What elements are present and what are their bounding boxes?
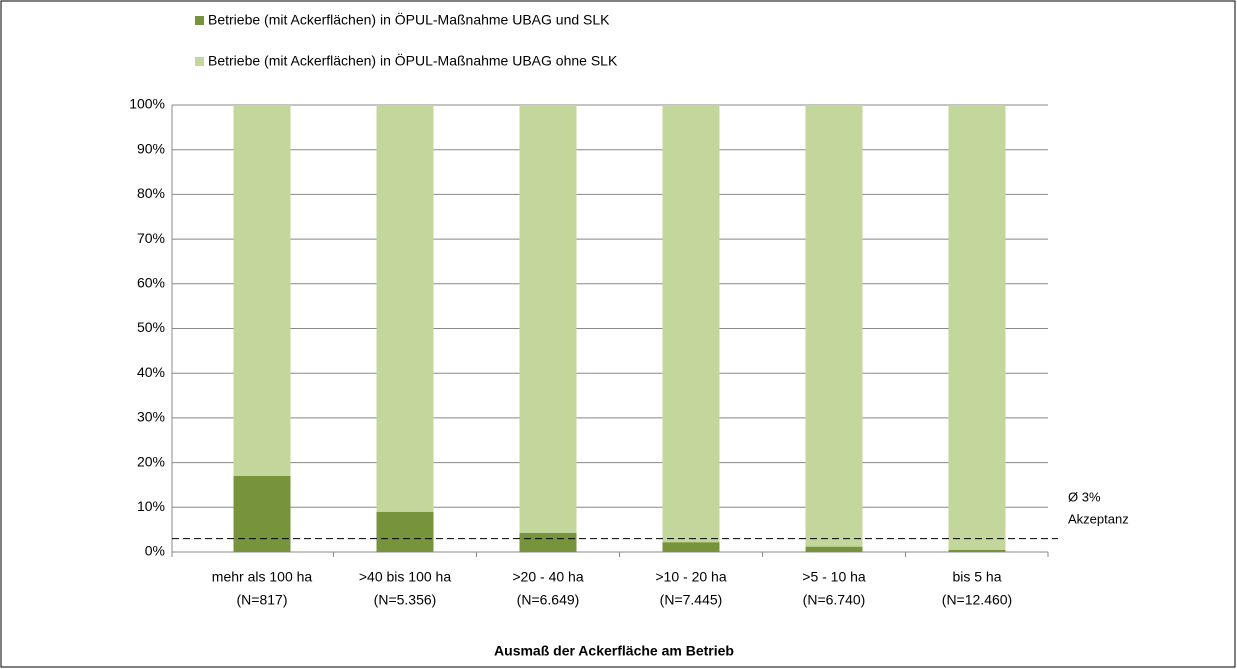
x-tick-label: (N=817) bbox=[237, 592, 288, 608]
bar-segment bbox=[376, 105, 434, 512]
x-tick-label: (N=6.649) bbox=[517, 592, 580, 608]
x-tick-label: (N=12.460) bbox=[942, 592, 1012, 608]
bar-segment bbox=[376, 511, 434, 552]
bar-segment bbox=[233, 105, 291, 477]
bar-segment bbox=[805, 105, 863, 547]
bar-segment bbox=[948, 105, 1006, 550]
x-tick-label: (N=6.740) bbox=[803, 592, 866, 608]
bar-segment bbox=[519, 532, 577, 552]
x-axis-label: Ausmaß der Ackerfläche am Betrieb bbox=[494, 643, 734, 659]
bar-segment bbox=[233, 476, 291, 552]
legend-swatch bbox=[195, 16, 204, 25]
y-tick-label: 10% bbox=[137, 498, 165, 514]
x-tick-label: (N=7.445) bbox=[660, 592, 723, 608]
reference-label: Ø 3% bbox=[1068, 489, 1101, 504]
y-tick-label: 40% bbox=[137, 364, 165, 380]
y-tick-label: 80% bbox=[137, 185, 165, 201]
y-tick-label: 90% bbox=[137, 140, 165, 156]
x-tick-label: >5 - 10 ha bbox=[802, 569, 866, 585]
bar-segment bbox=[805, 546, 863, 552]
y-tick-label: 0% bbox=[145, 543, 165, 559]
legend-label: Betriebe (mit Ackerflächen) in ÖPUL-Maßn… bbox=[208, 11, 610, 28]
x-tick-label: >10 - 20 ha bbox=[655, 569, 726, 585]
x-tick-label: bis 5 ha bbox=[952, 569, 1001, 585]
y-tick-label: 20% bbox=[137, 453, 165, 469]
y-tick-label: 50% bbox=[137, 319, 165, 335]
bar-segment bbox=[662, 542, 720, 552]
x-tick-label: >40 bis 100 ha bbox=[359, 569, 451, 585]
legend-swatch bbox=[195, 57, 204, 66]
reference-label: Akzeptanz bbox=[1068, 511, 1129, 526]
bar-segment bbox=[948, 549, 1006, 552]
y-tick-label: 70% bbox=[137, 230, 165, 246]
bar-segment bbox=[662, 105, 720, 543]
x-tick-label: >20 - 40 ha bbox=[512, 569, 583, 585]
x-tick-label: (N=5.356) bbox=[374, 592, 437, 608]
bar-segment bbox=[519, 105, 577, 533]
x-tick-label: mehr als 100 ha bbox=[212, 569, 313, 585]
y-tick-label: 100% bbox=[129, 96, 165, 112]
y-tick-label: 60% bbox=[137, 275, 165, 291]
legend-label: Betriebe (mit Ackerflächen) in ÖPUL-Maßn… bbox=[208, 52, 618, 69]
y-tick-label: 30% bbox=[137, 409, 165, 425]
